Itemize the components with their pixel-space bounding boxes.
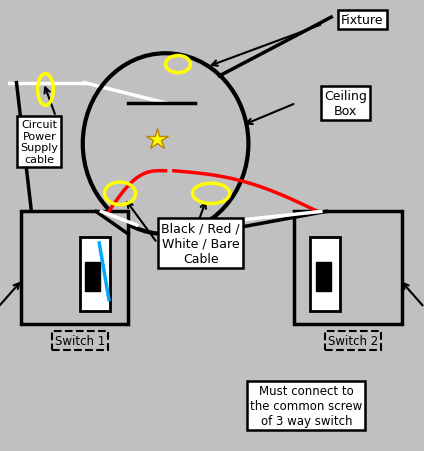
Text: Ceiling
Box: Ceiling Box	[324, 90, 367, 118]
Bar	[21, 212, 128, 325]
Text: Switch 1: Switch 1	[55, 334, 105, 347]
Text: Circuit
Power
Supply
cable: Circuit Power Supply cable	[20, 120, 58, 165]
Bar	[294, 212, 402, 325]
Bar	[85, 262, 100, 291]
Bar	[80, 238, 110, 311]
Bar	[310, 238, 340, 311]
Text: Fixture: Fixture	[341, 14, 384, 27]
Text: Switch 2: Switch 2	[328, 334, 378, 347]
Text: Must connect to
the common screw
of 3 way switch: Must connect to the common screw of 3 wa…	[250, 384, 363, 428]
Text: Black / Red /
White / Bare
Cable: Black / Red / White / Bare Cable	[162, 222, 240, 265]
Bar	[315, 262, 331, 291]
